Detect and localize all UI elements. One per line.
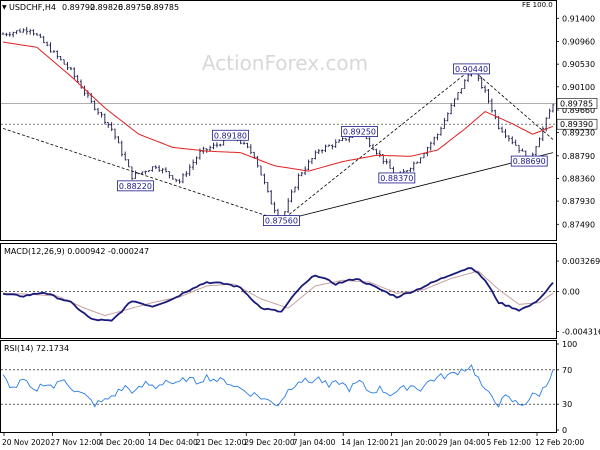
annotation-box	[510, 155, 548, 167]
macd-y-axis: 0.003269 0.00 -0.004316	[556, 257, 600, 337]
annotation-box	[453, 63, 490, 75]
rsi-y-tick-label: 70	[562, 366, 572, 375]
symbol-label: USDCHF,H4	[9, 3, 56, 12]
rsi-panel-frame	[0, 340, 557, 433]
macd-title: MACD(12,26,9) 0.000942 -0.000247	[4, 247, 149, 256]
macd-y-tick-label: 0.00	[562, 287, 580, 296]
trendline	[281, 152, 554, 222]
annotation-box	[262, 215, 300, 227]
price-horizontal-levels	[1, 103, 556, 125]
trendline	[471, 68, 554, 140]
rsi-y-tick-label: 0	[562, 426, 567, 435]
price-level-tag	[556, 118, 598, 130]
x-tick-label: 4 Dec 20:00	[99, 438, 145, 447]
price-level-tag-label: 0.89785	[560, 99, 593, 108]
price-y-tick-label: 0.91400	[562, 14, 595, 23]
annotation-box	[341, 126, 378, 137]
x-tick-label: 5 Feb 12:00	[487, 438, 532, 447]
x-tick-label: 21 Dec 12:00	[196, 438, 247, 447]
annotation-label: 0.89180	[214, 131, 247, 140]
annotation-label: 0.88220	[119, 182, 152, 191]
price-y-tick-label: 0.87490	[562, 220, 595, 229]
annotation-box	[378, 172, 416, 184]
price-level-tag	[556, 98, 598, 109]
rsi-y-tick-label: 100	[562, 340, 577, 349]
price-y-tick-label: 0.89660	[562, 106, 595, 115]
price-panel-frame	[0, 0, 557, 241]
symbol-marker-icon: ▼	[2, 4, 7, 11]
price-level-tag-label: 0.89390	[560, 120, 593, 129]
x-axis: 20 Nov 2020 27 Nov 12:004 Dec 20:00 14 Dec…	[2, 433, 584, 447]
ohlc-high: 0.89826	[90, 3, 123, 12]
macd-y-tick-label: 0.003269	[562, 257, 600, 266]
trendline	[281, 68, 472, 221]
price-header: USDCHF,H4 0.89792 0.89826 0.89759 0.8978…	[9, 3, 179, 12]
trendline	[2, 128, 282, 221]
price-y-tick-label: 0.90100	[562, 83, 595, 92]
x-tick-label: 21 Jan 20:00	[390, 438, 438, 447]
macd-y-tick-label: -0.004316	[562, 328, 600, 337]
rsi-series	[2, 364, 554, 408]
price-y-tick-label: 0.90530	[562, 60, 595, 69]
fe-label: FE 100.0	[522, 1, 553, 9]
moving-average	[2, 41, 554, 172]
rsi-y-tick-label: 30	[562, 400, 572, 409]
x-tick-label: 7 Jan 04:00	[293, 438, 336, 447]
macd-line	[2, 267, 554, 322]
ohlc-low: 0.89759	[118, 3, 151, 12]
macd-panel-frame	[0, 243, 557, 339]
annotation-label: 0.88690	[513, 157, 546, 166]
watermark: ActionForex.com	[202, 51, 368, 75]
rsi-title: RSI(14) 72.1734	[4, 344, 69, 353]
annotation-label: 0.88370	[380, 174, 413, 183]
x-tick-label: 12 Feb 20:00	[535, 438, 584, 447]
annotation-label: 0.87560	[265, 217, 298, 226]
price-y-tick-label: 0.87930	[562, 197, 595, 206]
price-annotations: 0.88220 0.89180 0.87560 0.89250 0.88370 0.904…	[117, 63, 548, 227]
x-tick-label: 14 Jan 12:00	[341, 438, 389, 447]
annotation-label: 0.90440	[455, 65, 488, 74]
macd-series	[2, 267, 554, 322]
ma-line	[2, 41, 554, 172]
price-y-tick-label: 0.89230	[562, 129, 595, 138]
annotation-box	[212, 129, 249, 141]
trendlines	[2, 68, 554, 222]
price-y-tick-label: 0.88790	[562, 152, 595, 161]
x-tick-label: 29 Dec 20:00	[244, 438, 295, 447]
macd-signal-line	[2, 270, 554, 317]
rsi-line	[2, 364, 554, 408]
ohlc-open: 0.89792	[62, 3, 95, 12]
price-y-tick-label: 0.90960	[562, 38, 595, 47]
price-y-tick-label: 0.88360	[562, 174, 595, 183]
x-tick-label: 29 Jan 04:00	[438, 438, 486, 447]
x-tick-label: 14 Dec 04:00	[147, 438, 198, 447]
ohlc-close: 0.89785	[146, 3, 179, 12]
x-tick-label: 20 Nov 2020	[2, 438, 50, 447]
x-tick-label: 27 Nov 12:00	[50, 438, 101, 447]
annotation-box	[117, 180, 154, 192]
rsi-y-axis: 100 70 30 0	[556, 340, 577, 435]
price-y-axis: 0.91400 0.90960 0.90530 0.90100 0.89660 0.892…	[556, 14, 598, 229]
annotation-label: 0.89250	[343, 128, 376, 137]
